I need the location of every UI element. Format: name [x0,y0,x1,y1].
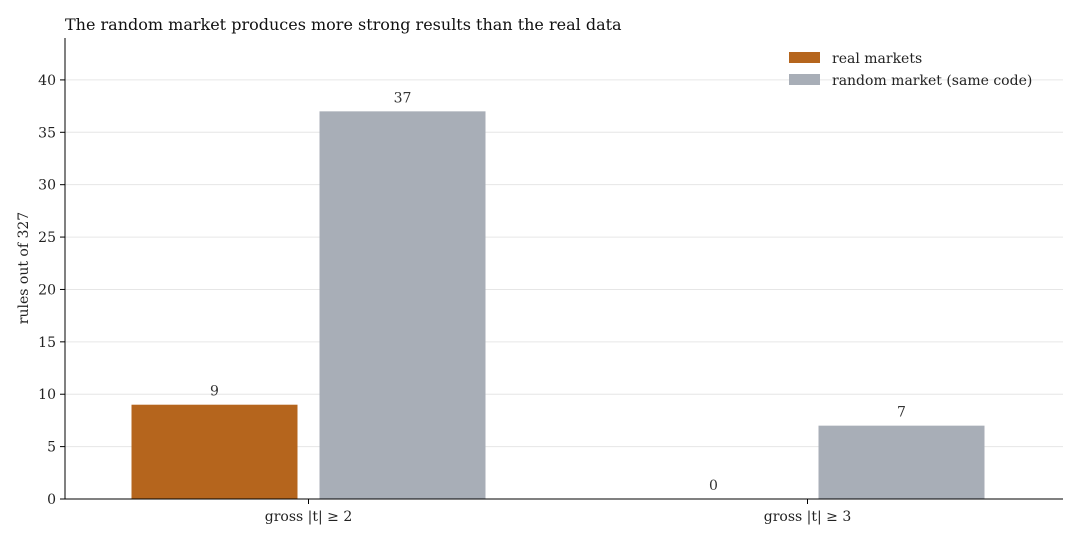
y-tick-label: 20 [38,282,56,298]
bar [818,425,985,499]
legend-swatch [789,52,820,63]
bar [131,404,298,499]
legend-label: real markets [832,51,922,67]
x-tick-label: gross |t| ≥ 3 [764,509,852,525]
data-label: 37 [394,90,412,106]
y-axis: 0 5 10 15 20 25 30 35 40 [38,38,66,508]
chart-title: The random market produces more strong r… [65,15,622,34]
y-tick-label: 15 [38,335,56,351]
legend-label: random market (same code) [832,73,1032,89]
bars [131,111,985,499]
y-tick-label: 5 [47,440,56,456]
grid [65,79,1063,448]
y-tick-label: 25 [38,230,56,246]
y-tick-label: 0 [47,492,56,508]
y-tick-label: 40 [38,73,56,89]
y-axis-label: rules out of 327 [16,212,32,324]
data-label: 9 [210,384,219,400]
data-labels: 9 37 0 7 [210,90,906,494]
data-label: 7 [897,405,906,421]
bar [319,111,486,499]
x-axis: gross |t| ≥ 2 gross |t| ≥ 3 [65,498,1063,525]
y-tick-label: 30 [38,178,56,194]
y-tick-label: 35 [38,125,56,141]
data-label: 0 [709,478,718,494]
y-tick-label: 10 [38,387,56,403]
legend: real markets random market (same code) [789,51,1032,89]
x-tick-label: gross |t| ≥ 2 [265,509,353,525]
legend-swatch [789,74,820,85]
